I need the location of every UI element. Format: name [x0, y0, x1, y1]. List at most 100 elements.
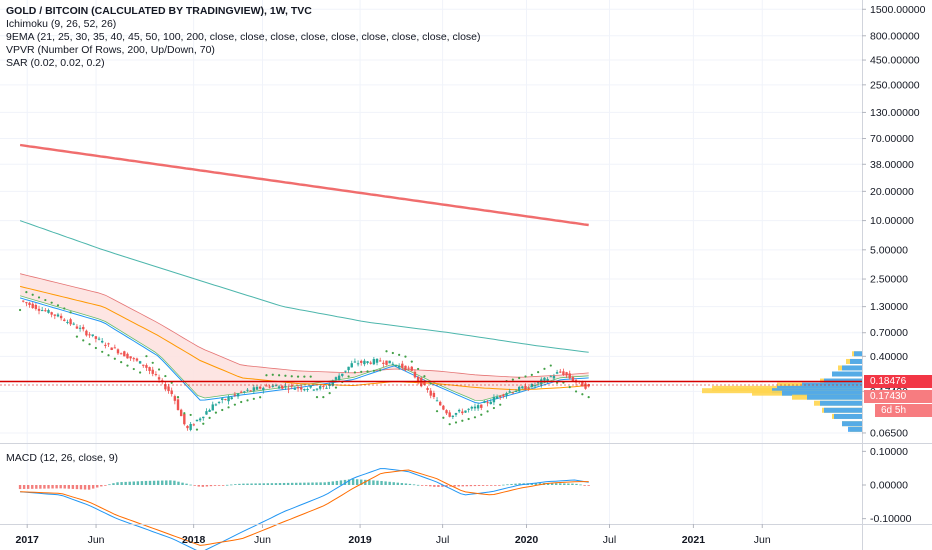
candle-body	[151, 369, 154, 374]
candle-body	[47, 310, 50, 313]
candle-body	[410, 366, 413, 371]
macd-line	[20, 468, 589, 550]
sar-dot	[360, 370, 363, 373]
macd-hist-bar	[181, 482, 184, 485]
sar-dot	[366, 370, 369, 373]
macd-hist-bar	[376, 480, 379, 485]
sar-dot	[31, 293, 34, 296]
candle-body	[559, 371, 562, 373]
candle-body	[309, 385, 312, 388]
macd-hist-bar	[209, 485, 213, 487]
legend-vpvr[interactable]: VPVR (Number Of Rows, 200, Up/Down, 70)	[6, 44, 215, 56]
current-price-tag: 0.18476	[864, 375, 932, 388]
sar-dot	[372, 369, 375, 372]
candle-body	[258, 386, 262, 389]
candle-body	[123, 351, 126, 357]
macd-hist-bar	[457, 485, 460, 487]
price-tick-label: 130.00000	[870, 107, 920, 119]
sar-dot	[530, 373, 533, 377]
sar-dot	[227, 406, 230, 409]
legend-ema[interactable]: 9EMA (21, 25, 30, 35, 40, 45, 50, 100, 2…	[6, 31, 481, 43]
macd-hist-bar	[39, 485, 42, 489]
candle-body	[104, 344, 107, 346]
candle-body	[126, 353, 129, 359]
candle-body	[110, 347, 113, 350]
macd-hist-bar	[425, 485, 428, 486]
macd-hist-bar	[420, 485, 424, 486]
macd-hist-bar	[311, 482, 314, 485]
candle-body	[142, 364, 145, 366]
macd-hist-bar	[400, 483, 404, 485]
sar-dot	[113, 357, 116, 360]
macd-axis[interactable]: 0.10000 0.00000 -0.10000	[862, 446, 912, 525]
macd-hist-bar	[299, 482, 302, 485]
candle-body	[486, 402, 489, 404]
time-tick-label: Jun	[754, 534, 771, 546]
candle-body	[546, 379, 549, 383]
candle-body	[195, 419, 199, 422]
candle-body	[350, 363, 353, 368]
candle-body	[473, 406, 477, 409]
sar-dot	[164, 374, 167, 378]
macd-hist-bar	[453, 485, 456, 487]
macd-hist-bar	[469, 485, 473, 487]
sar-dot	[404, 355, 407, 358]
sar-dot	[315, 396, 319, 399]
candle-body	[25, 302, 28, 304]
macd-hist-bar	[83, 485, 87, 490]
sar-dot	[126, 364, 129, 367]
macd-hist-bar	[26, 485, 30, 489]
macd-hist-bar	[502, 484, 505, 486]
candle-body	[262, 387, 265, 391]
vpvr-up-bar	[824, 407, 862, 413]
candle-body	[236, 393, 240, 397]
time-axis[interactable]: 2017 Jun 2018 Jun 2019 Jul 2020 Jul 2021 Jun	[16, 524, 771, 546]
price-axis[interactable]: 1500.00000 800.00000 450.00000 250.00000 130…	[862, 4, 926, 440]
candle-body	[88, 334, 91, 336]
candle-body	[50, 312, 53, 315]
macd-hist-bar	[266, 483, 270, 485]
sar-dot	[518, 376, 521, 380]
macd-pane	[18, 468, 590, 550]
candle-body	[227, 396, 230, 402]
sar-dot	[246, 399, 249, 402]
macd-hist-bar	[96, 485, 99, 488]
macd-hist-bar	[18, 485, 22, 490]
candle-body	[426, 388, 429, 390]
macd-hist-bar	[67, 485, 71, 489]
macd-tick-label: -0.10000	[870, 513, 912, 525]
candle-body	[344, 370, 347, 372]
macd-hist-bar	[148, 480, 152, 485]
sar-dot	[379, 369, 382, 372]
legend-macd[interactable]: MACD (12, 26, close, 9)	[6, 452, 119, 464]
macd-hist-bar	[217, 485, 221, 486]
legend-sar[interactable]: SAR (0.02, 0.02, 0.2)	[6, 57, 105, 69]
candle-body	[230, 397, 233, 400]
chart-legend: GOLD / BITCOIN (CALCULATED BY TRADINGVIE…	[6, 5, 481, 70]
sar-dot	[18, 308, 22, 312]
candle-body	[341, 373, 344, 376]
macd-hist-bar	[392, 482, 395, 485]
legend-ichimoku[interactable]: Ichimoku (9, 26, 52, 26)	[6, 18, 117, 30]
sar-dot	[50, 301, 53, 304]
candle-body	[442, 405, 445, 410]
vpvr-up-bar	[842, 421, 862, 427]
candle-body	[56, 314, 60, 317]
price-tick-label: 250.00000	[870, 79, 920, 91]
macd-hist-bar	[169, 480, 172, 485]
candle-body	[533, 385, 537, 387]
symbol-title[interactable]: GOLD / BITCOIN (CALCULATED BY TRADINGVIE…	[6, 5, 312, 17]
candle-body	[281, 385, 284, 389]
candle-body	[517, 386, 521, 392]
candle-body	[53, 314, 57, 316]
sar-dot	[353, 371, 357, 374]
candle-body	[467, 408, 470, 410]
time-tick-label: Jul	[436, 534, 449, 546]
candle-body	[483, 401, 486, 403]
candle-body	[375, 358, 379, 363]
sar-dot	[139, 371, 142, 374]
candle-body	[363, 360, 366, 365]
time-tick-label: 2021	[682, 534, 706, 546]
candle-body	[413, 371, 417, 378]
